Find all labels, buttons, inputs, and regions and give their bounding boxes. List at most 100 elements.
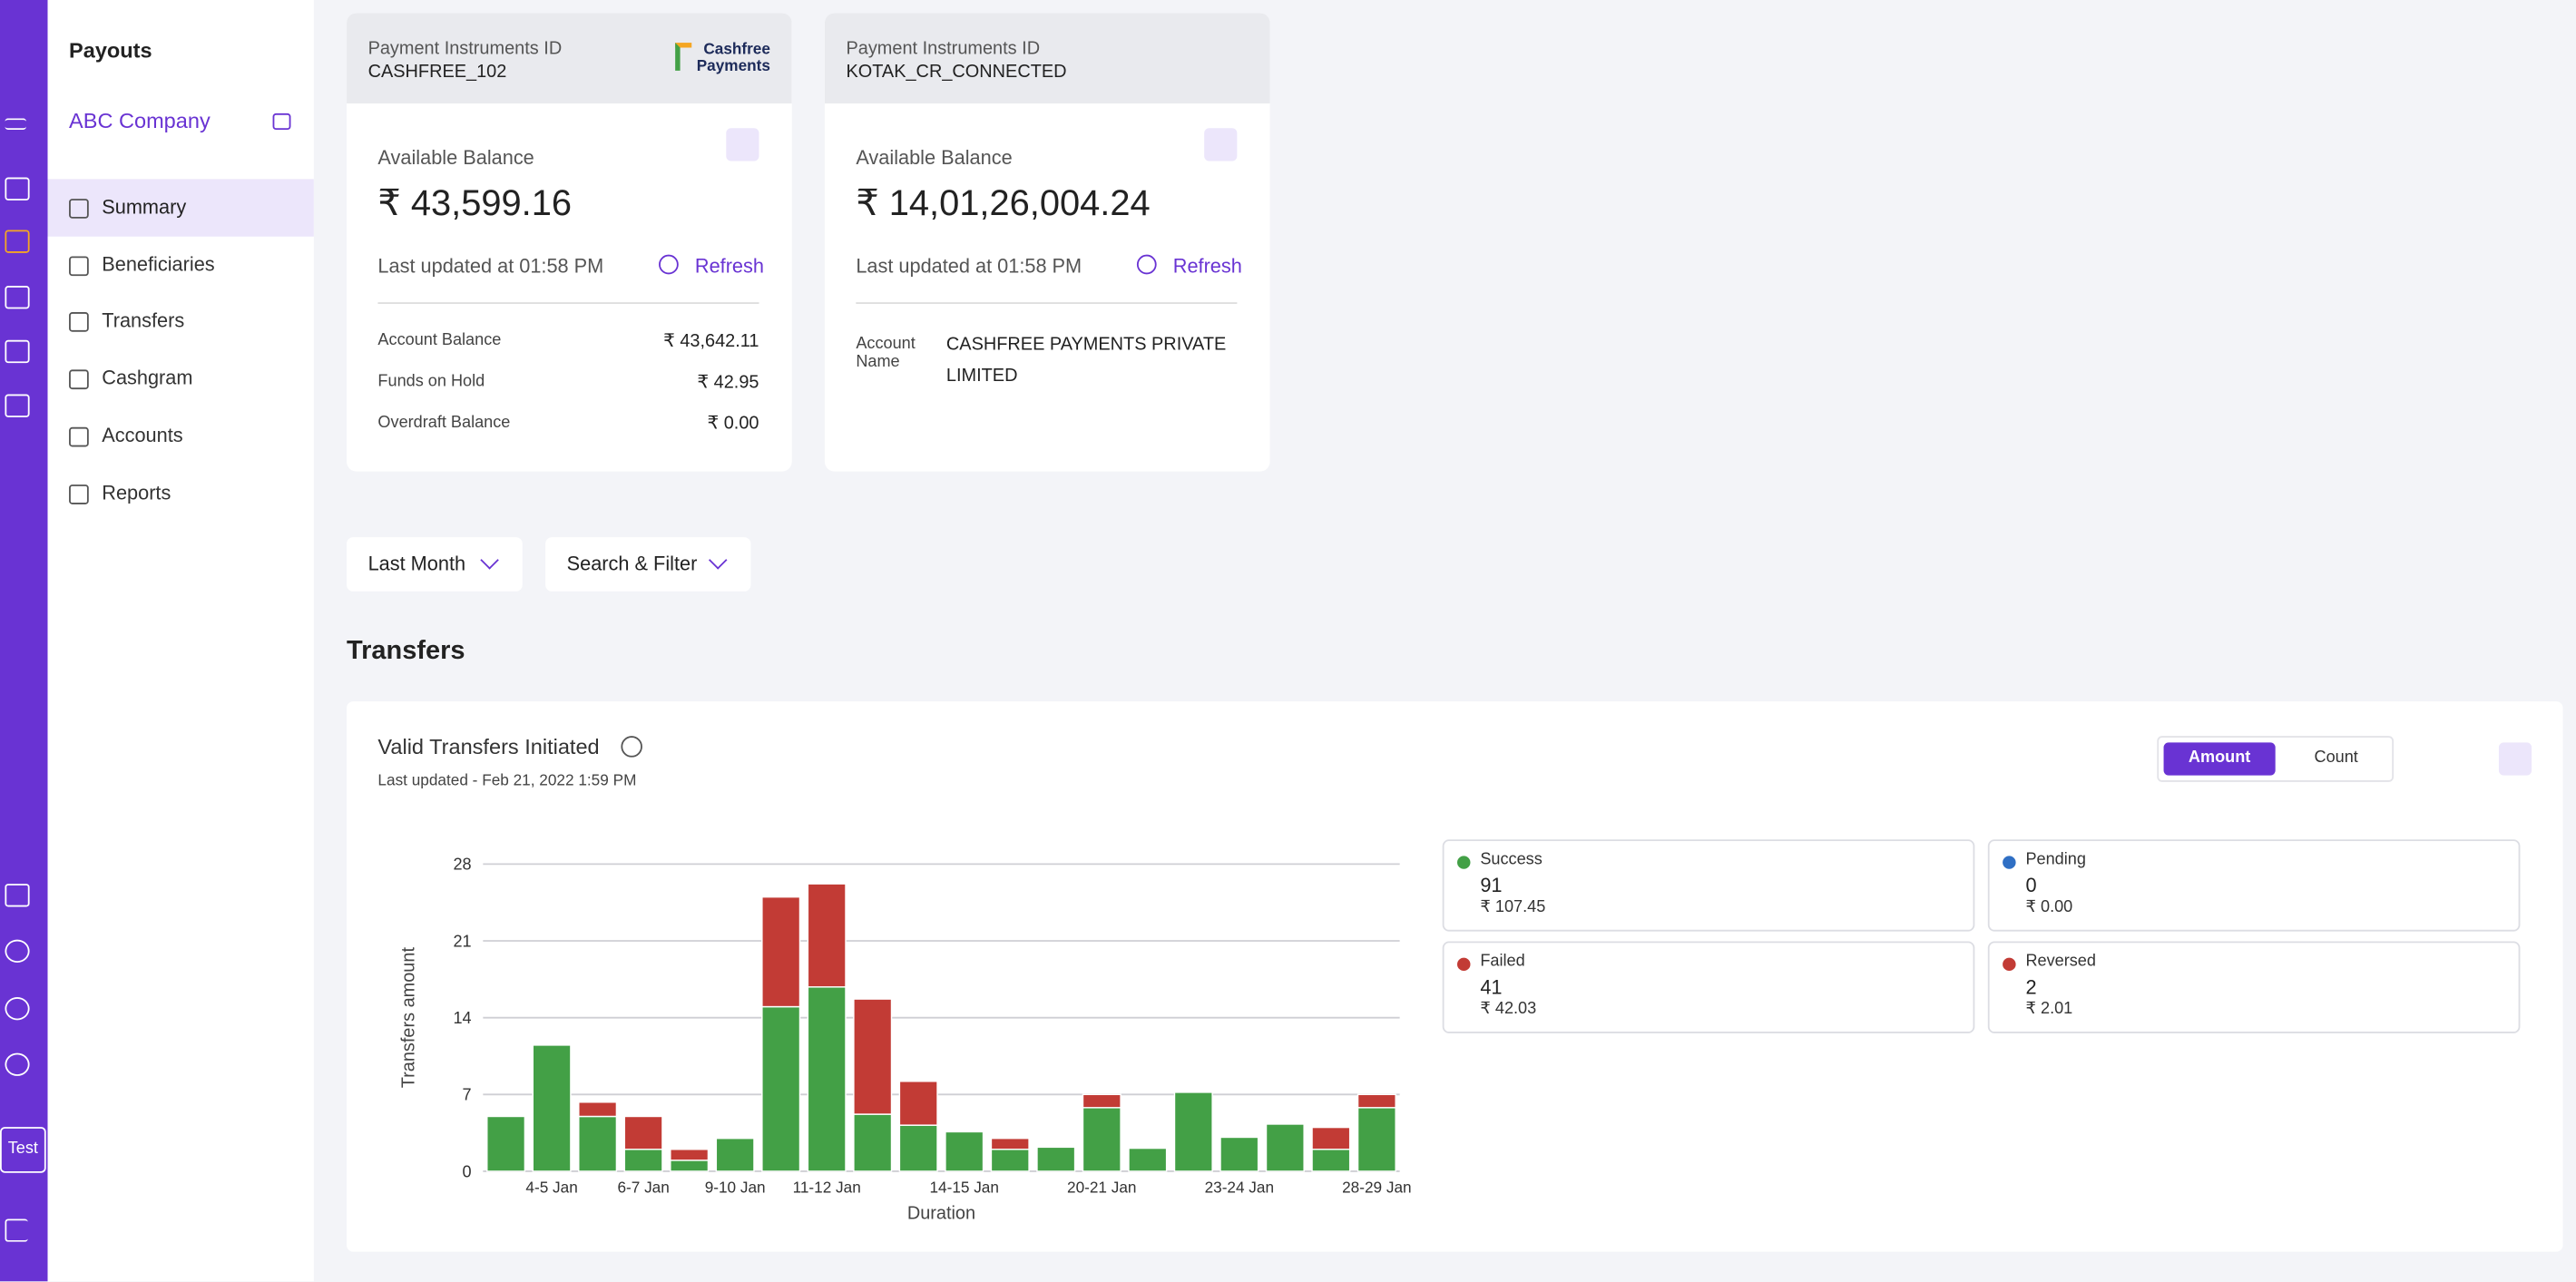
company[interactable]: ABC Company (69, 108, 211, 133)
row-value: ₹ 43,642.11 (663, 331, 759, 352)
bar-segment (486, 1115, 526, 1172)
bar-segment (807, 883, 847, 988)
y-tick-label: 7 (463, 1086, 472, 1104)
stat-box: Pending 0 ₹ 0.00 (1987, 839, 2521, 932)
row-value: CASHFREE PAYMENTS PRIVATE LIMITED (945, 335, 1227, 387)
nav-item[interactable]: Beneficiaries (48, 237, 314, 294)
row-label: Funds on Hold (377, 373, 485, 391)
bar-segment (898, 1124, 938, 1172)
bar-segment (578, 1115, 618, 1172)
bar-segment (1082, 1093, 1121, 1109)
filter-dropdown[interactable]: Last Month (347, 537, 523, 592)
x-tick-label: 11-12 Jan (793, 1178, 861, 1196)
bar-segment (1128, 1147, 1168, 1172)
toggle-option[interactable]: Amount (2163, 742, 2276, 776)
bar-segment (1357, 1107, 1396, 1172)
bar-segment (1173, 1091, 1213, 1172)
row-label: Account Balance (377, 331, 502, 350)
bar-segment (853, 998, 893, 1115)
bar-segment (761, 895, 801, 1008)
stat-name: Failed (1480, 953, 1525, 972)
updated: Last updated at 01:58 PM (377, 254, 604, 278)
refresh[interactable]: Refresh (694, 254, 764, 278)
card-id: CASHFREE_102 (367, 62, 507, 83)
stat-count: 41 (1480, 975, 1503, 999)
logo: Cashfree Payments (696, 41, 770, 76)
bar-segment (532, 1044, 572, 1172)
stat-name: Pending (2025, 850, 2086, 869)
bar-segment (990, 1137, 1030, 1150)
bar-segment (1082, 1107, 1121, 1172)
bar-segment (807, 986, 847, 1172)
bar-segment (1357, 1093, 1396, 1109)
x-tick-label: 14-15 Jan (929, 1178, 998, 1196)
stat-dot (2003, 856, 2016, 869)
stat-dot (1456, 856, 1471, 869)
nav-item[interactable]: Reports (48, 465, 314, 522)
nav-item[interactable]: Transfers (48, 292, 314, 349)
row-label: Overdraft Balance (377, 414, 511, 433)
balance-label: Available Balance (856, 146, 1013, 170)
stat-amount: ₹ 107.45 (1480, 898, 1546, 917)
bar-segment (578, 1101, 618, 1118)
x-tick-label: 20-21 Jan (1067, 1178, 1136, 1196)
balance: ₹ 43,599.16 (377, 181, 573, 224)
stat-dot (1456, 957, 1471, 972)
filter-dropdown[interactable]: Search & Filter (545, 537, 751, 592)
side-nav: Payouts ABC Company Summary Beneficiarie… (47, 0, 314, 1282)
x-axis-label: Duration (907, 1203, 975, 1223)
stat-count: 2 (2025, 975, 2037, 999)
y-tick-label: 28 (453, 856, 471, 874)
section-title: Transfers (347, 637, 465, 666)
panel-title: Valid Transfers Initiated (377, 734, 600, 759)
bar-segment (715, 1137, 755, 1172)
stat-box: Reversed 2 ₹ 2.01 (1987, 941, 2521, 1033)
nav-item[interactable]: Cashgram (48, 350, 314, 407)
bar-segment (623, 1149, 663, 1172)
mode-badge[interactable]: Test (0, 1127, 46, 1173)
bar-segment (898, 1081, 938, 1126)
open-button[interactable] (1204, 128, 1238, 161)
row-value: ₹ 0.00 (707, 414, 759, 434)
x-tick-label: 4-5 Jan (525, 1178, 577, 1196)
bar-segment (1265, 1123, 1305, 1172)
stat-name: Success (1480, 850, 1543, 869)
row-value: ₹ 42.95 (697, 373, 759, 393)
card-label: Payment Instruments ID (367, 39, 563, 60)
y-tick-label: 14 (453, 1009, 471, 1027)
icon-rail: Test (0, 0, 48, 1282)
bar-segment (1036, 1146, 1076, 1172)
nav-item[interactable]: Summary (47, 179, 314, 237)
bar-segment (623, 1115, 663, 1150)
bar-segment (853, 1113, 893, 1172)
bar-segment (990, 1149, 1030, 1172)
stat-amount: ₹ 0.00 (2025, 898, 2073, 917)
bar-segment (670, 1149, 710, 1161)
bar-segment (1311, 1126, 1351, 1150)
open-button[interactable] (726, 128, 759, 161)
bar-segment (1219, 1136, 1259, 1172)
instrument-card: Payment Instruments ID CASHFREE_102 Cash… (347, 13, 792, 472)
updated: Last updated at 01:58 PM (856, 254, 1082, 278)
card-label: Payment Instruments ID (846, 39, 1041, 60)
open-button[interactable] (2498, 742, 2532, 776)
balance-label: Available Balance (377, 146, 534, 170)
y-tick-label: 21 (453, 932, 471, 950)
x-tick-label: 23-24 Jan (1205, 1178, 1274, 1196)
x-tick-label: 6-7 Jan (617, 1178, 669, 1196)
panel-updated: Last updated - Feb 21, 2022 1:59 PM (377, 771, 637, 790)
switch-icon[interactable] (272, 113, 291, 131)
stat-amount: ₹ 42.03 (1480, 1000, 1537, 1019)
bar-segment (1311, 1149, 1351, 1172)
toggle-option[interactable]: Count (2314, 749, 2358, 768)
nav-item[interactable]: Accounts (48, 407, 314, 465)
balance: ₹ 14,01,26,004.24 (856, 181, 1151, 224)
refresh[interactable]: Refresh (1172, 254, 1242, 278)
x-tick-label: 28-29 Jan (1342, 1178, 1411, 1196)
y-axis-label: Transfers amount (398, 947, 418, 1089)
instrument-card: Payment Instruments ID KOTAK_CR_CONNECTE… (824, 13, 1270, 472)
bar-segment (670, 1160, 710, 1172)
toggle: Amount Count (2157, 736, 2395, 782)
row-label: Account Name (856, 335, 916, 372)
